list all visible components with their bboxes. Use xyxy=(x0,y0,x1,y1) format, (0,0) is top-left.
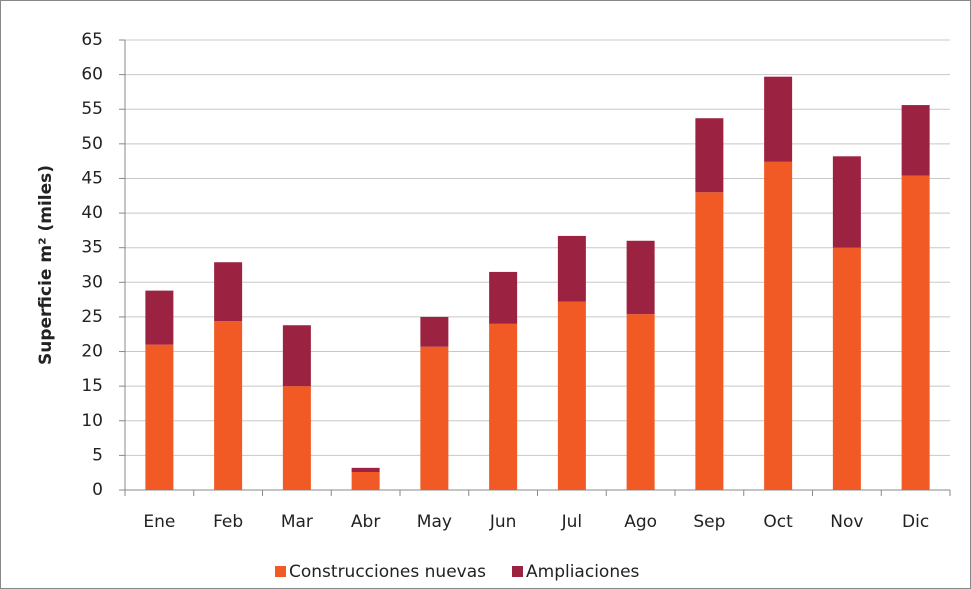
x-tick-label: Sep xyxy=(693,512,725,532)
bar-segment xyxy=(901,105,930,176)
y-axis-label: Superficie m² (miles) xyxy=(36,165,56,365)
bar-segment xyxy=(695,192,724,491)
bar-segment xyxy=(901,175,930,490)
bar-segment xyxy=(282,325,311,387)
y-tick-label: 35 xyxy=(81,238,103,258)
y-tick-label: 25 xyxy=(81,307,103,327)
x-tick-label: Ene xyxy=(143,512,175,532)
y-tick-label: 60 xyxy=(81,65,103,85)
x-tick-label: Abr xyxy=(351,512,380,532)
x-tick-label: Mar xyxy=(281,512,313,532)
bar-segment xyxy=(351,472,380,490)
bar-segment xyxy=(764,76,793,162)
x-tick-label: Oct xyxy=(763,512,793,532)
bar-segment xyxy=(489,271,518,324)
y-tick-label: 15 xyxy=(81,376,103,396)
legend-label: Ampliaciones xyxy=(526,562,640,582)
bar-segment xyxy=(626,240,655,315)
bar-segment xyxy=(489,323,518,490)
x-tick-label: Feb xyxy=(213,512,243,532)
y-tick-label: 30 xyxy=(81,272,103,292)
bar-segment xyxy=(214,321,243,490)
legend-swatch xyxy=(512,566,523,577)
bar-segment xyxy=(145,290,174,345)
bar-segment xyxy=(832,247,861,490)
bar-segment xyxy=(282,386,311,490)
y-tick-label: 20 xyxy=(81,342,103,362)
y-tick-label: 10 xyxy=(81,411,103,431)
y-tick-label: 45 xyxy=(81,168,103,188)
x-tick-label: Jul xyxy=(561,512,583,532)
y-tick-label: 40 xyxy=(81,203,103,223)
y-tick-label: 50 xyxy=(81,134,103,154)
y-tick-label: 55 xyxy=(81,99,103,119)
x-tick-label: Nov xyxy=(830,512,863,532)
bar-segment xyxy=(420,346,449,490)
bar-segment xyxy=(214,262,243,322)
x-tick-label: Jun xyxy=(489,512,517,532)
x-tick-label: Ago xyxy=(624,512,657,532)
bar-segment xyxy=(557,235,586,302)
bar-segment xyxy=(695,118,724,193)
bar-segment xyxy=(351,467,380,472)
y-tick-label: 0 xyxy=(92,480,103,500)
bar-segment xyxy=(145,344,174,490)
bar-segment xyxy=(557,301,586,490)
legend-label: Construcciones nuevas xyxy=(289,562,486,582)
bar-segment xyxy=(764,161,793,490)
bar-segment xyxy=(832,156,861,248)
y-tick-label: 5 xyxy=(92,445,103,465)
bar-segment xyxy=(420,316,449,347)
bar-segment xyxy=(626,314,655,490)
x-tick-label: May xyxy=(417,512,452,532)
y-tick-label: 65 xyxy=(81,30,103,50)
x-tick-label: Dic xyxy=(902,512,929,532)
legend-swatch xyxy=(275,566,286,577)
